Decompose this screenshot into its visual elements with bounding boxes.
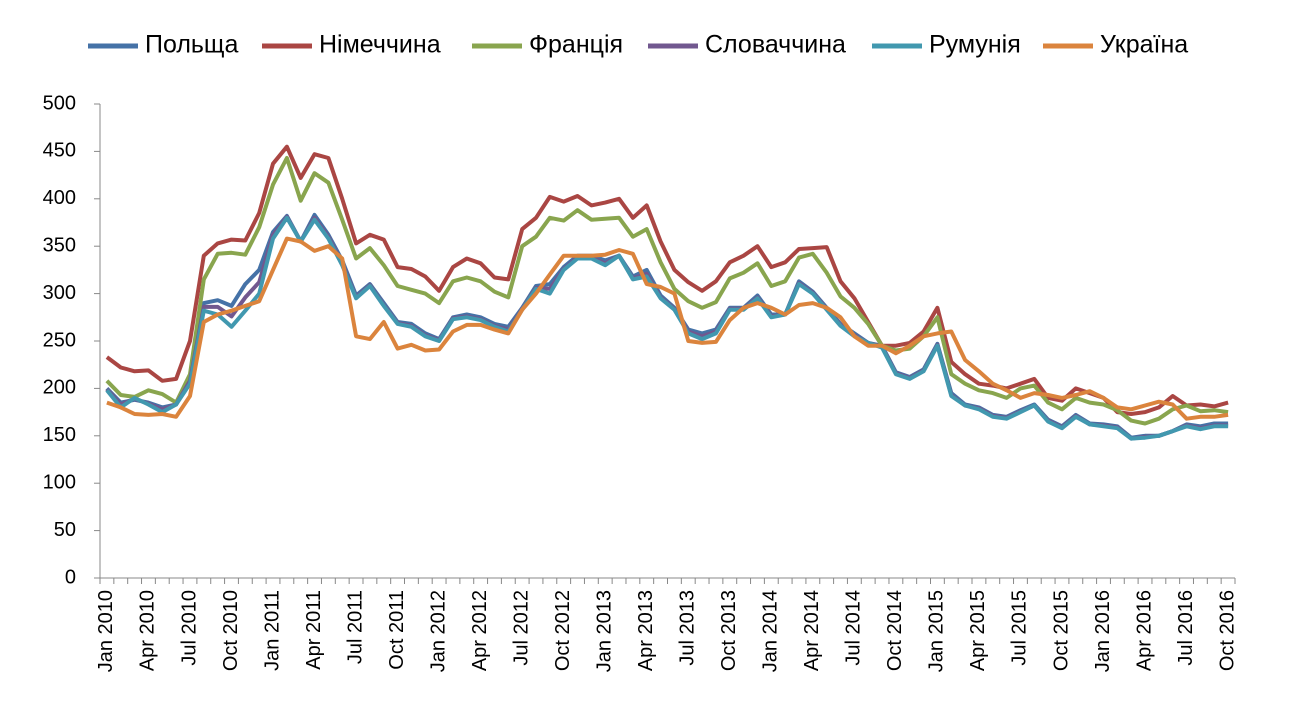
x-tick-label: Jan 2011 <box>261 590 283 671</box>
x-tick-label: Jul 2016 <box>1175 590 1197 666</box>
x-tick-label: Apr 2010 <box>137 590 159 671</box>
y-tick-label: 150 <box>43 424 76 446</box>
x-tick-label: Oct 2012 <box>552 590 574 671</box>
series-line <box>106 236 1229 421</box>
y-tick-label: 100 <box>43 471 76 493</box>
x-tick-label: Jan 2016 <box>1092 590 1114 672</box>
y-tick-label: 0 <box>65 566 76 588</box>
legend-label: Румунія <box>929 31 1021 59</box>
x-tick-label: Jul 2013 <box>677 590 699 666</box>
x-tick-label: Apr 2013 <box>635 590 657 671</box>
legend-label: Франція <box>529 31 623 59</box>
y-tick-label: 500 <box>43 92 76 114</box>
y-tick-label: 200 <box>43 377 76 399</box>
series-line <box>105 144 1229 416</box>
x-tick-label: Jul 2014 <box>843 590 865 666</box>
x-tick-label: Jul 2010 <box>178 590 200 666</box>
y-tick-label: 300 <box>43 282 76 304</box>
x-tick-label: Jan 2012 <box>427 590 449 672</box>
x-tick-label: Apr 2012 <box>469 590 491 671</box>
y-tick-label: 450 <box>43 140 76 162</box>
x-tick-label: Oct 2014 <box>884 590 906 671</box>
x-tick-label: Oct 2010 <box>220 590 242 671</box>
x-tick-label: Apr 2015 <box>967 590 989 671</box>
x-tick-label: Apr 2014 <box>801 590 823 671</box>
y-tick-label: 400 <box>43 187 76 209</box>
x-tick-label: Oct 2016 <box>1216 590 1238 671</box>
x-tick-label: Apr 2016 <box>1133 590 1155 671</box>
y-tick-label: 250 <box>43 329 76 351</box>
x-tick-label: Jul 2012 <box>510 590 532 666</box>
legend-label: Україна <box>1100 31 1188 59</box>
x-tick-label: Oct 2015 <box>1050 590 1072 671</box>
x-tick-label: Jan 2015 <box>926 590 948 672</box>
series-line <box>105 212 1229 440</box>
x-tick-label: Jan 2013 <box>593 590 615 672</box>
series-line <box>105 214 1229 441</box>
x-tick-label: Jul 2015 <box>1009 590 1031 666</box>
legend-label: Німеччина <box>319 31 441 59</box>
x-tick-label: Oct 2011 <box>386 590 408 670</box>
x-tick-label: Oct 2013 <box>718 590 740 671</box>
y-tick-label: 350 <box>43 234 76 256</box>
legend-label: Польща <box>145 31 239 59</box>
x-tick-label: Jul 2011 <box>344 590 366 664</box>
x-tick-label: Jan 2014 <box>760 590 782 672</box>
series-line <box>105 215 1229 441</box>
legend-label: Словаччина <box>705 31 846 59</box>
x-tick-label: Jan 2010 <box>95 590 117 672</box>
x-tick-label: Apr 2011 <box>303 590 325 670</box>
y-tick-label: 50 <box>54 519 76 541</box>
